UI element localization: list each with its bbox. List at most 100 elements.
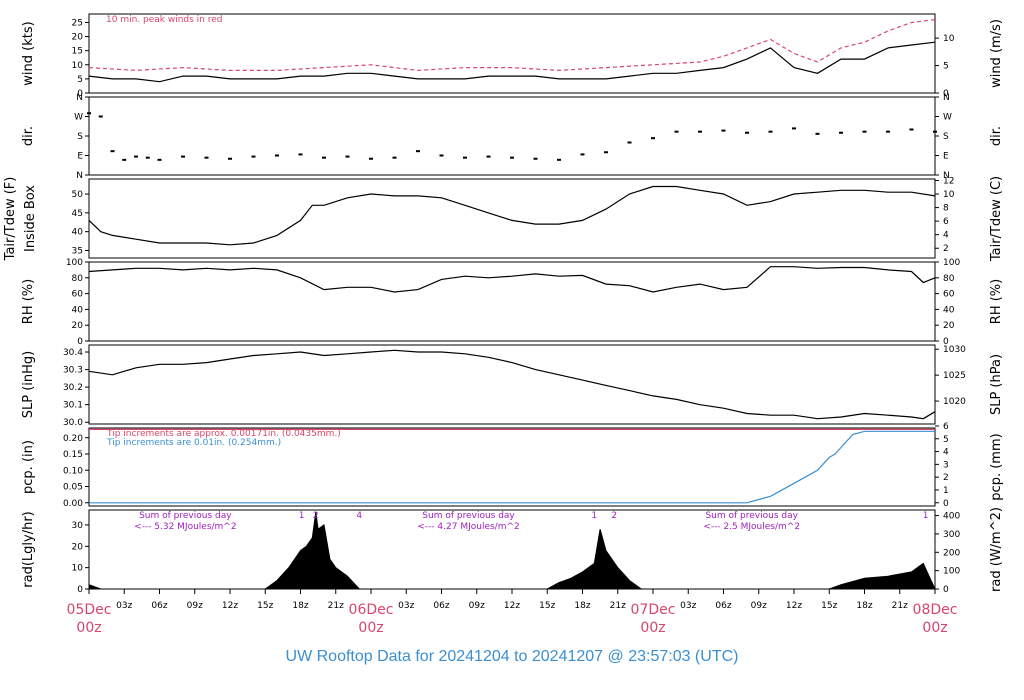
dir-right-tick-label: E	[943, 152, 949, 162]
dir-point	[369, 157, 373, 160]
dir-left-tick-label: W	[74, 113, 83, 123]
x-tick-label: 06z	[433, 601, 449, 611]
pcp-right-tick-label: 2	[943, 473, 949, 483]
x-tick-label: 15z	[257, 601, 273, 611]
x-tick-label: 06z	[151, 601, 167, 611]
pcp-left-tick-label: 0.00	[63, 499, 83, 509]
rh-ylabel-left: RH (%)	[21, 279, 36, 324]
dir-point	[322, 156, 326, 159]
dir-frame	[88, 96, 936, 176]
temp-right-tick-label: 12	[943, 177, 954, 187]
pcp-left-tick-label: 0.05	[63, 483, 83, 493]
dir-point	[345, 155, 350, 158]
rad-left-tick-label: 30	[72, 521, 84, 531]
rh-right-tick-label: 40	[943, 305, 955, 315]
dir-point	[510, 156, 514, 159]
x-day-label: 06Dec	[349, 602, 394, 618]
x-tick-label: 09z	[751, 601, 767, 611]
temp-left-tick-label: 50	[72, 190, 84, 200]
pcp-right-tick-label: 0	[943, 499, 949, 509]
x-tick-label: 18z	[856, 601, 872, 611]
dir-ylabel-left: dir.	[21, 126, 36, 146]
dir-point	[557, 158, 561, 161]
dir-point	[839, 131, 843, 134]
rad-daily-sum-label: Sum of previous day	[705, 511, 798, 521]
dir-left-tick-label: S	[77, 132, 83, 142]
dir-ylabel-right: dir.	[989, 126, 1004, 146]
dir-right-tick-label: N	[943, 93, 950, 103]
rh-left-tick-label: 0	[77, 337, 83, 347]
wind-right-tick-label: 0	[943, 89, 949, 99]
pcp-ylabel-left: pcp. (in)	[21, 440, 36, 494]
rh-ylabel-right: RH (%)	[989, 279, 1004, 324]
dir-point	[721, 129, 726, 132]
dir-point	[157, 158, 162, 161]
rad-marker: 4	[356, 511, 362, 521]
temp-left-tick-label: 35	[72, 246, 83, 256]
dir-point	[533, 157, 538, 160]
rh-left-tick-label: 20	[72, 321, 84, 331]
x-tick-label: 09z	[187, 601, 203, 611]
temp-left-tick-label: 40	[72, 228, 84, 238]
dir-point	[181, 155, 185, 158]
temp-series-line-0	[88, 185, 936, 246]
slp-frame	[88, 344, 936, 425]
temp-right-tick-label: 4	[943, 231, 949, 241]
dir-point	[815, 132, 820, 135]
temp-right-tick-label: 2	[943, 244, 949, 254]
rad-marker: 1	[299, 511, 305, 521]
rh-right-tick-label: 80	[943, 274, 955, 284]
x-tick-label: 15z	[821, 601, 837, 611]
dir-point	[486, 155, 491, 158]
dir-left-tick-label: N	[76, 171, 83, 181]
rad-daily-sum-label: Sum of previous day	[422, 511, 515, 521]
rad-ylabel-left: rad(Lgly/hr)	[21, 511, 36, 587]
temp-ylabel-right: Tair/Tdew (C)	[989, 176, 1004, 262]
rad-left-tick-label: 0	[77, 585, 83, 595]
rh-left-tick-label: 40	[72, 305, 84, 315]
x-tick-label: 03z	[398, 601, 414, 611]
slp-left-tick-label: 30.0	[63, 418, 83, 428]
wind-ylabel-left: wind (kts)	[21, 21, 36, 85]
pcp-right-tick-label: 1	[943, 486, 949, 496]
dir-right-tick-label: S	[943, 132, 949, 142]
dir-point	[933, 130, 937, 133]
pcp-right-tick-label: 4	[943, 448, 949, 458]
slp-ylabel-left: SLP (inHg)	[21, 351, 36, 419]
dir-point	[651, 137, 655, 140]
wind-annotation: 10 min. peak winds in red	[106, 15, 223, 25]
dir-point	[768, 130, 773, 133]
dir-point	[580, 153, 585, 156]
dir-point	[134, 155, 138, 158]
pcp-annotation-blue: Tip increments are 0.01in. (0.254mm.)	[106, 438, 281, 448]
x-tick-label: 03z	[116, 601, 132, 611]
rad-daily-sum-value: <--- 4.27 MJoules/m^2	[417, 522, 519, 532]
pcp-right-tick-label: 3	[943, 460, 949, 470]
slp-right-tick-label: 1020	[943, 397, 966, 407]
dir-point	[87, 112, 91, 115]
temp-ylabel-left: Inside Box	[23, 185, 38, 252]
dir-point	[862, 130, 867, 133]
slp-series-line-0	[88, 349, 936, 420]
dir-point	[439, 154, 444, 157]
pcp-left-tick-label: 0.20	[63, 434, 83, 444]
x-tick-label: 12z	[222, 601, 238, 611]
dir-left-tick-label: N	[76, 93, 83, 103]
rad-daily-sum-value: <--- 5.32 MJoules/m^2	[134, 522, 236, 532]
wind-series-line-1	[88, 19, 936, 72]
rad-area	[88, 512, 936, 590]
pcp-series-line-1	[89, 430, 935, 504]
x-tick-label: 21z	[328, 601, 344, 611]
rad-left-tick-label: 10	[72, 564, 84, 574]
rh-right-tick-label: 20	[943, 321, 955, 331]
rh-right-tick-label: 0	[943, 337, 949, 347]
x-day-hour-label: 00z	[640, 620, 665, 636]
slp-left-tick-label: 30.1	[63, 401, 83, 411]
wind-left-tick-label: 5	[77, 75, 83, 85]
pcp-left-tick-label: 0.15	[63, 450, 83, 460]
x-tick-label: 18z	[574, 601, 590, 611]
temp-right-tick-label: 6	[943, 217, 949, 227]
x-tick-label: 21z	[892, 601, 908, 611]
slp-right-tick-label: 1025	[943, 371, 966, 381]
